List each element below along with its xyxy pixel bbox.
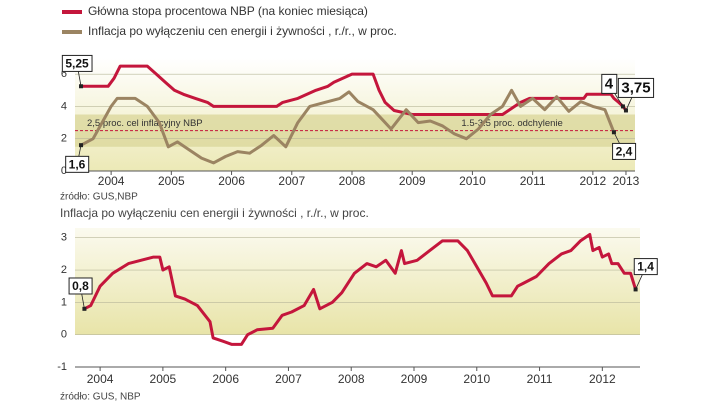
x-tick-label: 2004	[98, 174, 125, 188]
x-tick-label: 2012	[589, 372, 616, 386]
value-label-box	[601, 73, 618, 94]
y-tick-label: 4	[61, 100, 67, 112]
x-tick-label: 2004	[87, 372, 114, 386]
x-tick-label: 2005	[158, 174, 185, 188]
x-tick-label: 2010	[459, 174, 486, 188]
x-tick-label: 2008	[338, 372, 365, 386]
x-tick-label: 2007	[278, 174, 305, 188]
point-dot	[82, 306, 87, 311]
value-label-box	[617, 77, 655, 98]
series-line	[81, 64, 628, 116]
x-tick-label: 2009	[399, 174, 426, 188]
value-label-box	[65, 155, 90, 173]
value-label: 1,6	[69, 157, 86, 171]
source-note: źródło: GUS, NBP	[60, 392, 141, 403]
x-tick-label: 2008	[339, 174, 366, 188]
point-dot	[633, 287, 638, 292]
point-dot	[623, 108, 628, 113]
y-tick-label: 6	[61, 68, 67, 80]
value-label-box	[633, 258, 658, 276]
value-label: 3,75	[621, 79, 650, 96]
y-tick-label: 0	[61, 165, 67, 177]
value-label: 5,25	[65, 56, 89, 70]
legend-label: Inflacja po wyłączeniu cen energii i żyw…	[88, 24, 397, 38]
x-tick-label: 2007	[275, 372, 302, 386]
value-label: 0,8	[72, 279, 89, 293]
value-label-box	[61, 54, 93, 72]
value-label-box	[68, 277, 93, 295]
y-tick-label: 2	[61, 264, 67, 276]
series-line	[80, 88, 616, 165]
x-tick-label: 2012	[579, 174, 606, 188]
legend-label: Główna stopa procentowa NBP (na koniec m…	[88, 4, 368, 18]
value-label: 2,4	[616, 144, 633, 158]
value-label-box	[612, 142, 637, 160]
x-tick-label: 2006	[212, 372, 239, 386]
y-tick-label: 2	[61, 133, 67, 145]
y-tick-label: 3	[61, 232, 67, 244]
y-tick-label: -1	[57, 361, 67, 373]
x-tick-label: 2010	[463, 372, 490, 386]
chart-title: Inflacja po wyłączeniu cen energii i żyw…	[60, 206, 369, 220]
x-tick-label: 2011	[520, 174, 546, 188]
band-label: 1.5-3.5 proc. odchylenie	[461, 118, 562, 129]
series-line	[83, 233, 638, 346]
y-tick-label: 0	[61, 329, 67, 341]
x-tick-label: 2006	[218, 174, 245, 188]
y-tick-label: 1	[61, 296, 67, 308]
value-label: 1,4	[637, 260, 654, 274]
point-dot	[611, 130, 616, 135]
source-note: źródło: GUS,NBP	[60, 192, 138, 203]
point-dot	[79, 143, 84, 148]
x-tick-label: 2009	[401, 372, 428, 386]
x-tick-label: 2005	[150, 372, 177, 386]
point-dot	[79, 84, 84, 89]
target-label: 2,5 proc. cel inflacyjny NBP	[87, 118, 203, 129]
point-dot	[620, 104, 625, 109]
x-tick-label: 2011	[527, 372, 553, 386]
x-tick-label: 2013	[613, 174, 640, 188]
value-label: 4	[605, 75, 614, 92]
plot-background	[75, 228, 640, 335]
